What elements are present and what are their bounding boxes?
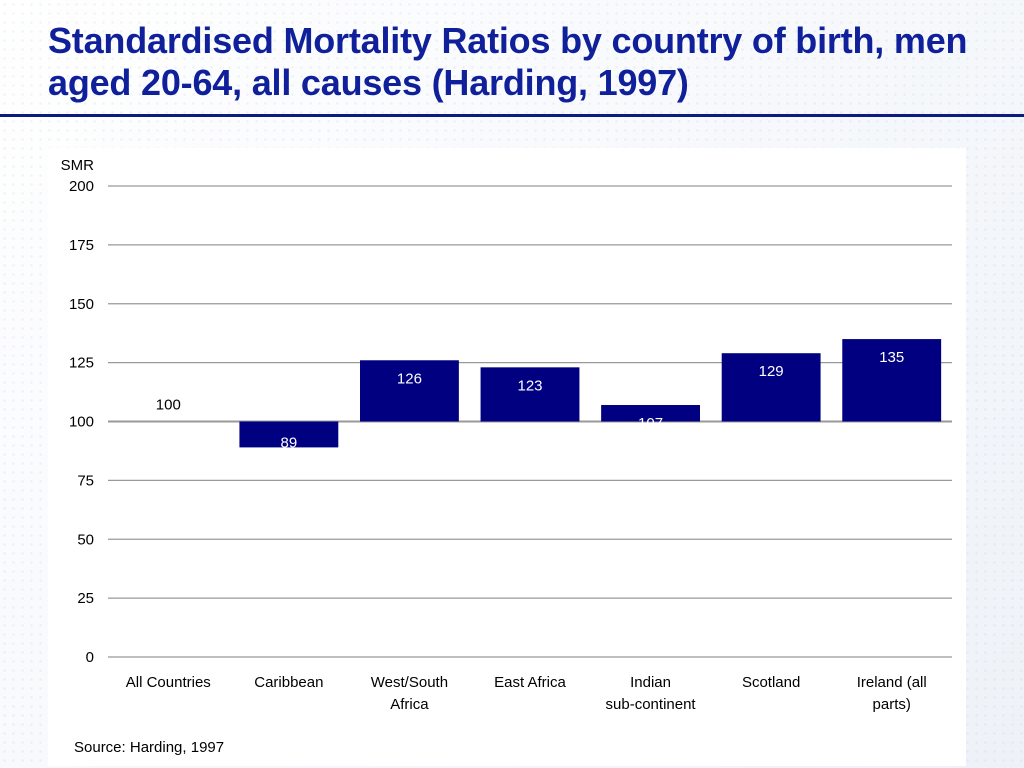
x-tick-label: sub-continent xyxy=(606,696,697,713)
data-label: 107 xyxy=(638,415,663,432)
data-label: 123 xyxy=(517,377,542,394)
bars xyxy=(239,339,942,448)
title-underline xyxy=(0,114,1024,117)
chart-panel: 0 25 50 75 100 125 150 175 200 100 89 126 123 107 129… xyxy=(48,148,966,766)
y-tick-label: 175 xyxy=(69,237,94,254)
y-tick-label: 200 xyxy=(69,178,94,195)
bar xyxy=(480,367,580,422)
y-tick-label: 125 xyxy=(69,355,94,372)
y-axis-title: SMR xyxy=(61,157,95,174)
slide-title: Standardised Mortality Ratios by country… xyxy=(48,20,968,103)
bar xyxy=(721,353,821,422)
data-label: 126 xyxy=(397,370,422,387)
data-label: 135 xyxy=(879,349,904,366)
data-label: 89 xyxy=(281,434,298,451)
y-tick-label: 0 xyxy=(86,649,94,666)
x-tick-label: East Africa xyxy=(494,674,566,691)
y-tick-label: 150 xyxy=(69,296,94,313)
y-tick-label: 25 xyxy=(77,590,94,607)
bar xyxy=(359,360,459,422)
y-axis-ticks: 0 25 50 75 100 125 150 175 200 xyxy=(69,178,94,666)
bar xyxy=(239,421,339,448)
x-tick-label: Scotland xyxy=(742,674,800,691)
data-label: 100 xyxy=(156,397,181,414)
y-tick-label: 50 xyxy=(77,531,94,548)
x-tick-label: Africa xyxy=(390,696,429,713)
x-tick-label: West/South xyxy=(371,674,448,691)
y-tick-label: 75 xyxy=(77,472,94,489)
data-label: 129 xyxy=(759,363,784,380)
bar xyxy=(601,405,701,422)
y-tick-label: 100 xyxy=(69,414,94,431)
source-note: Source: Harding, 1997 xyxy=(74,739,224,756)
bar xyxy=(842,339,942,422)
x-tick-label: Indian xyxy=(630,674,671,691)
x-tick-label: Caribbean xyxy=(254,674,323,691)
data-labels: 100 89 126 123 107 129 135 xyxy=(156,349,904,451)
x-tick-label: parts) xyxy=(873,696,911,713)
smr-bar-chart: 0 25 50 75 100 125 150 175 200 100 89 126 123 107 129… xyxy=(61,157,952,756)
x-tick-label: Ireland (all xyxy=(857,674,927,691)
x-tick-label: All Countries xyxy=(126,674,211,691)
x-axis-categories: All Countries Caribbean West/South Africa Ea… xyxy=(126,674,927,713)
